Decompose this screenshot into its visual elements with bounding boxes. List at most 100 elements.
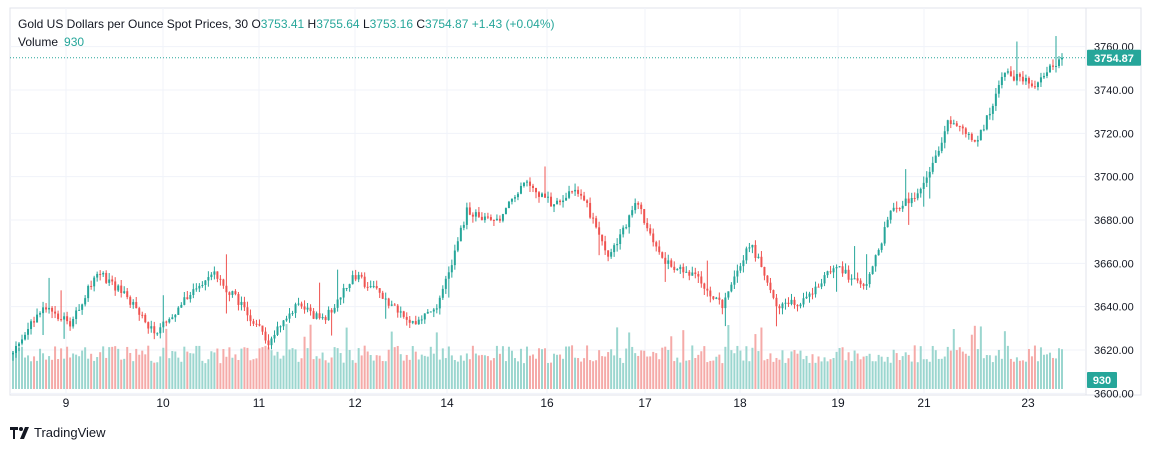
volume-bar (616, 327, 619, 389)
volume-bar (697, 354, 700, 389)
candle-body (75, 310, 78, 319)
candle-body (312, 311, 315, 319)
candle-body (363, 276, 366, 287)
candle-body (751, 244, 754, 248)
candle-body (760, 256, 763, 267)
candle-body (556, 200, 559, 205)
volume-bar (117, 348, 120, 389)
candle-body (808, 293, 811, 297)
volume-bar (450, 355, 453, 389)
candle-body (607, 250, 610, 257)
volume-bar (544, 348, 547, 389)
candle-body (562, 200, 565, 203)
volume-bar (748, 361, 751, 389)
volume-bar (30, 361, 33, 389)
candle-body (745, 248, 748, 261)
volume-bar (96, 357, 99, 389)
candle-body (78, 309, 81, 311)
volume-bar (198, 345, 201, 389)
tradingview-brand[interactable]: TradingView (10, 425, 106, 440)
candle-body (432, 309, 435, 312)
candle-body (868, 274, 871, 285)
volume-bar (781, 350, 784, 389)
x-tick-label: 14 (440, 396, 454, 410)
candle-body (300, 303, 303, 307)
volume-bar (991, 362, 994, 389)
candle-body (111, 279, 114, 282)
candle-body (342, 288, 345, 298)
candle-body (198, 285, 201, 289)
candle-body (943, 131, 946, 143)
candle-body (976, 140, 979, 142)
volume-bar (823, 357, 826, 389)
candle-body (910, 198, 913, 204)
candle-body (946, 120, 949, 132)
volume-bar (1027, 348, 1030, 389)
candle-layer (12, 36, 1063, 361)
volume-bar (69, 357, 72, 389)
candle-body (850, 278, 853, 280)
candle-body (162, 321, 165, 328)
volume-bar (102, 346, 105, 389)
volume-bar (682, 330, 685, 389)
volume-bar (210, 351, 213, 389)
volume-bar (234, 354, 237, 389)
volume-bar (742, 360, 745, 389)
symbol-title[interactable]: Gold US Dollars per Ounce Spot Prices, 3… (18, 17, 249, 31)
candle-body (967, 133, 970, 135)
volume-bar (1039, 347, 1042, 389)
candle-body (168, 319, 171, 323)
volume-bar (610, 349, 613, 389)
volume-bar (583, 358, 586, 389)
volume-bar (201, 360, 204, 389)
candle-body (961, 126, 964, 129)
candle-body (1018, 73, 1021, 77)
candle-body (796, 304, 799, 307)
high-label: H (307, 17, 317, 31)
volume-bar (685, 360, 688, 389)
volume-bar (793, 350, 796, 389)
candle-body (664, 257, 667, 264)
volume-label[interactable]: Volume (18, 35, 59, 49)
y-tick-label: 3680.00 (1094, 215, 1134, 227)
volume-bar (342, 362, 345, 389)
volume-bar (396, 345, 399, 389)
candle-body (516, 193, 519, 198)
candle-body (480, 216, 483, 221)
close-value: 3754.87 (425, 17, 469, 31)
volume-bar (787, 358, 790, 389)
volume-bar (637, 355, 640, 389)
volume-bar (808, 362, 811, 389)
volume-bar (528, 355, 531, 389)
candle-body (534, 187, 537, 193)
candle-body (565, 197, 568, 201)
candle-body (544, 193, 547, 198)
volume-bar (868, 353, 871, 389)
candle-body (267, 340, 270, 346)
volume-bar (871, 361, 874, 389)
candle-body (510, 198, 513, 202)
candle-body (643, 209, 646, 223)
price-axis[interactable]: 3760.003740.003720.003700.003680.003660.… (1094, 42, 1134, 401)
candle-body (306, 307, 309, 310)
volume-bar (571, 345, 574, 389)
time-axis[interactable]: 9 10 11 12 14 16 17 18 19 21 23 (63, 396, 1035, 410)
plot-frame (9, 7, 1142, 396)
volume-bar (183, 346, 186, 389)
candle-body (351, 275, 354, 285)
volume-bar (510, 350, 513, 389)
volume-bar (462, 360, 465, 389)
candle-body (880, 243, 883, 250)
volume-bar (586, 345, 589, 389)
volume-bar (177, 357, 180, 389)
x-tick-label: 18 (733, 396, 747, 410)
candle-body (691, 272, 694, 276)
candle-body (742, 260, 745, 267)
open-label: O (251, 17, 261, 31)
candle-body (96, 273, 99, 278)
candle-body (513, 197, 516, 199)
volume-bar (607, 352, 610, 389)
badge-layer: 3754.87 930 (1087, 49, 1141, 388)
candle-body (685, 271, 688, 273)
